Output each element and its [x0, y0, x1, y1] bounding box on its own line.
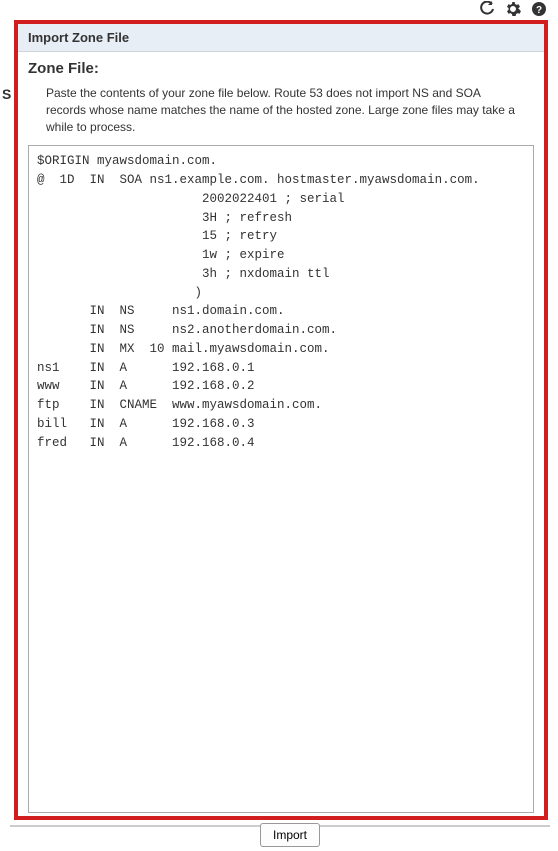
side-letter: S	[2, 86, 11, 102]
modal-header: Import Zone File	[18, 24, 544, 52]
top-icons-bar: ?	[478, 0, 548, 18]
import-button[interactable]: Import	[260, 823, 320, 847]
svg-text:?: ?	[536, 5, 542, 16]
help-icon[interactable]: ?	[530, 0, 548, 18]
section-title: Zone File:	[18, 52, 544, 81]
gear-icon[interactable]	[504, 0, 522, 18]
zone-file-textarea[interactable]	[28, 145, 534, 813]
description-text: Paste the contents of your zone file bel…	[18, 81, 544, 145]
refresh-icon[interactable]	[478, 0, 496, 18]
modal-highlight-border: Import Zone File Zone File: Paste the co…	[14, 20, 548, 820]
